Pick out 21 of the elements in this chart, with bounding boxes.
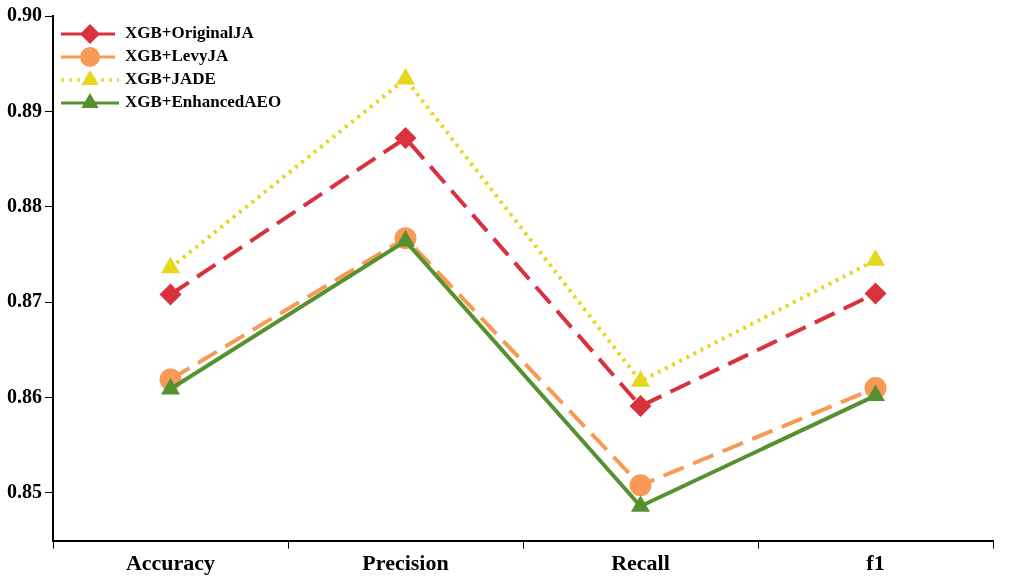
y-tick-label: 0.88 [7, 193, 42, 216]
point [629, 474, 652, 497]
y-tick-label: 0.90 [7, 3, 42, 26]
y-tick-label: 0.87 [7, 289, 42, 312]
point [629, 395, 652, 418]
x-tick-label: Recall [611, 550, 670, 576]
legend-label: XGB+LevyJA [125, 46, 229, 66]
point [160, 256, 181, 274]
y-tick-label: 0.86 [7, 384, 42, 407]
y-tick-label: 0.89 [7, 98, 42, 121]
x-tick-label: Accuracy [125, 550, 216, 576]
point [159, 283, 182, 306]
legend-label: XGB+JADE [125, 69, 216, 89]
x-tick-label: f1 [866, 550, 885, 576]
point [395, 67, 416, 85]
legend-label: XGB+OriginalJA [125, 23, 255, 43]
point [865, 249, 886, 266]
legend-label: XGB+EnhancedAEO [125, 92, 282, 112]
point [864, 282, 887, 305]
x-tick-label: Precision [362, 550, 449, 576]
y-tick-label: 0.85 [7, 480, 42, 503]
